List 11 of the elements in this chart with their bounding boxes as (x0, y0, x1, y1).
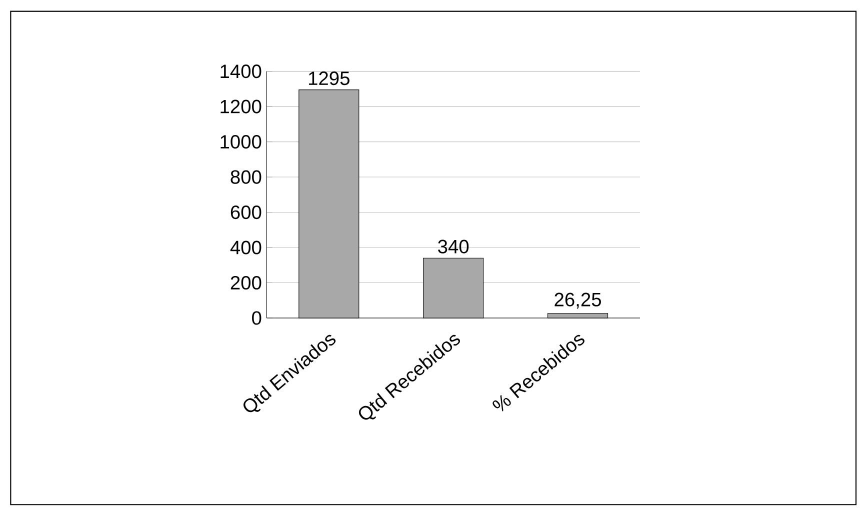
data-label: 26,25 (554, 292, 601, 309)
y-tick-label: 200 (230, 276, 262, 290)
data-label: 340 (438, 240, 469, 254)
data-label: 1295 (309, 72, 350, 86)
y-tick-label: 0 (252, 311, 262, 325)
y-tick-label: 600 (230, 205, 262, 220)
y-tick-label: 1000 (220, 135, 262, 149)
y-tick-label: 800 (230, 170, 262, 184)
y-tick-label: 400 (230, 240, 262, 254)
y-tick-label: 1400 (220, 64, 262, 78)
y-tick-label: 1200 (220, 100, 262, 114)
